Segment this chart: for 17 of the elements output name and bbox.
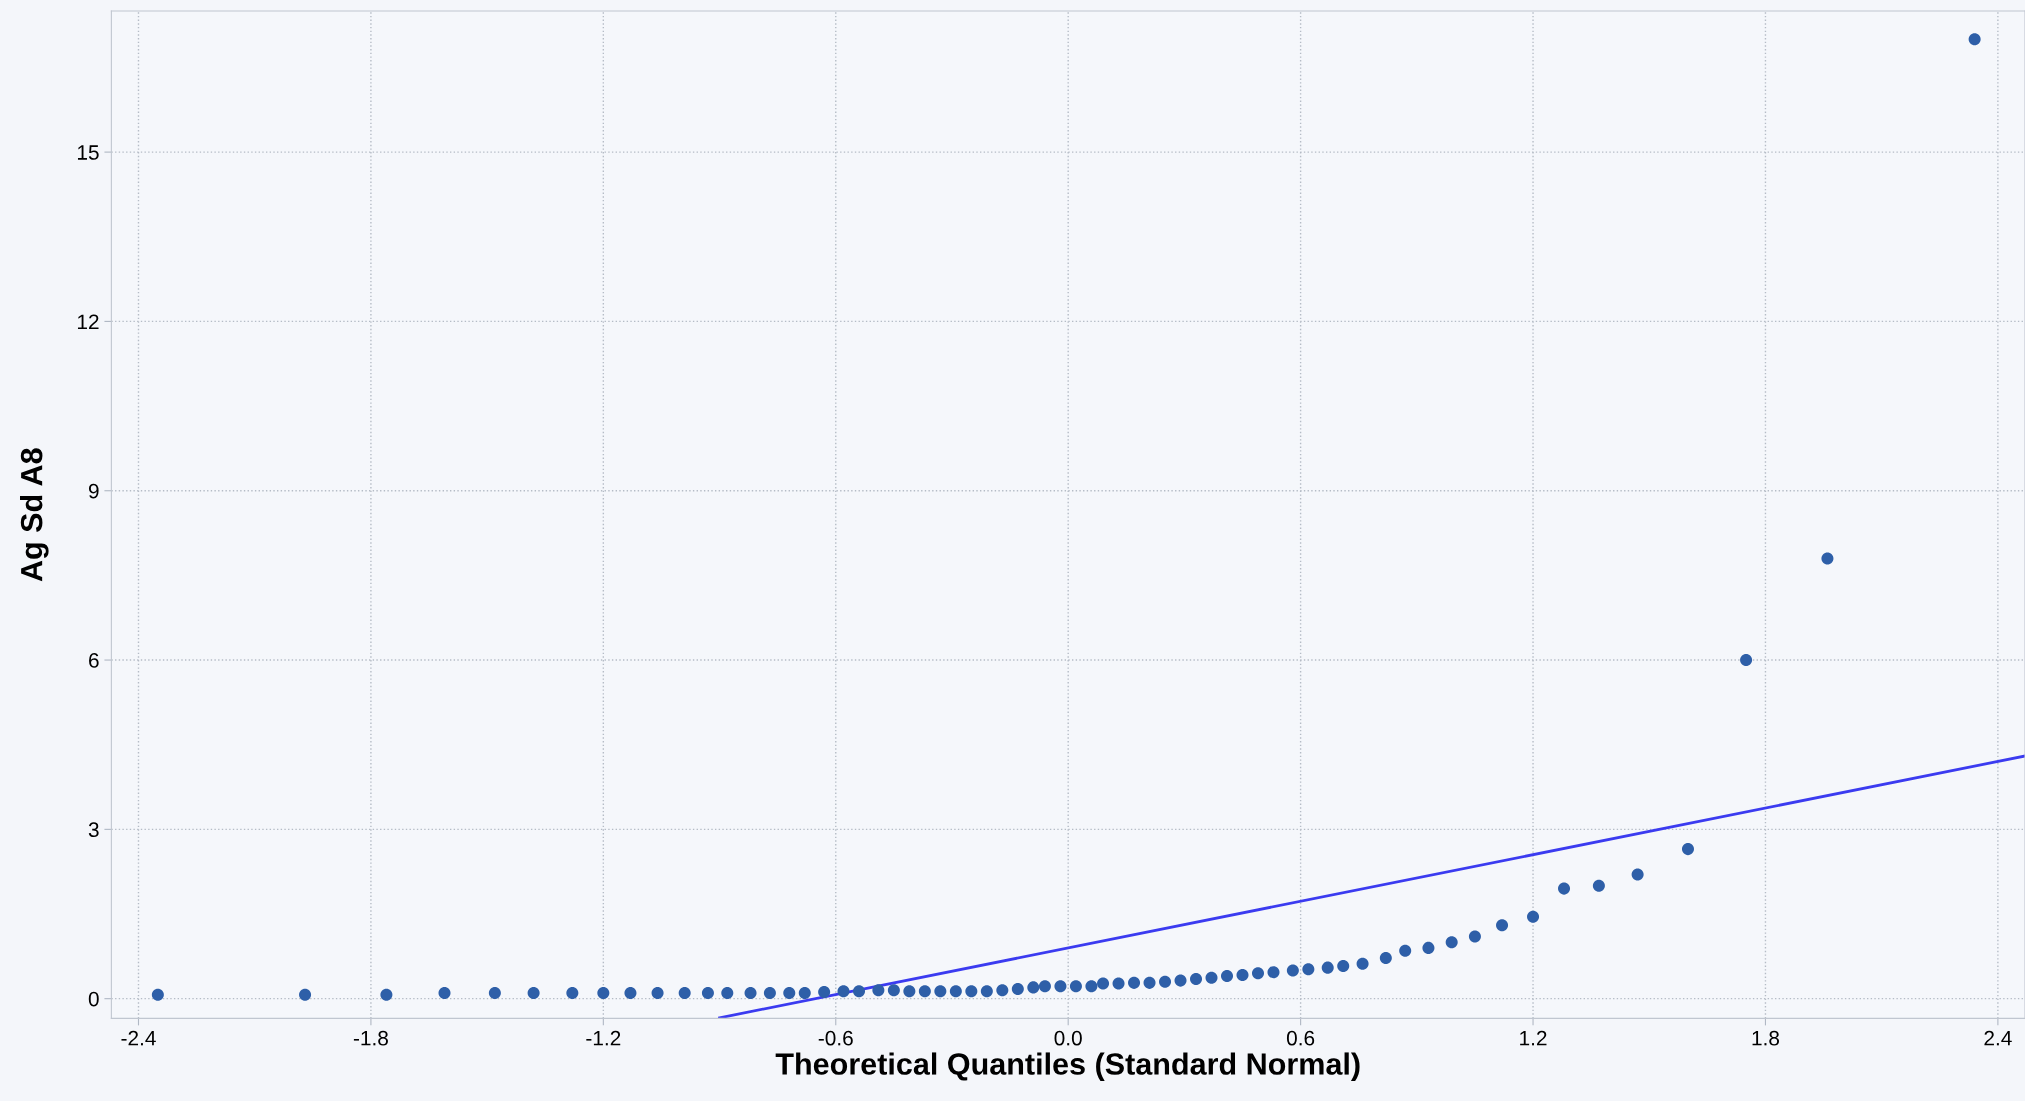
y-tick-label: 0 (88, 991, 99, 1007)
x-tick-label: 1.2 (1520, 1030, 1547, 1046)
x-tick-label: -0.6 (818, 1030, 853, 1046)
x-axis-title: Theoretical Quantiles (Standard Normal) (775, 1052, 1360, 1081)
y-tick-label: 9 (88, 483, 99, 499)
y-axis-title: Ag Sd A8 (20, 448, 49, 582)
x-tick-label: 1.8 (1752, 1030, 1780, 1046)
x-tick-label: 0.0 (1054, 1030, 1082, 1046)
y-tick-label: 6 (89, 653, 99, 668)
y-tick-label: 3 (88, 822, 99, 838)
x-tick-label: -1.8 (353, 1030, 388, 1046)
x-tick-label: 0.6 (1286, 1030, 1315, 1046)
y-tick-label: 12 (77, 314, 99, 329)
x-tick-label: 2.4 (1984, 1030, 2012, 1046)
y-tick-label: 15 (77, 145, 99, 160)
x-tick-label: -2.4 (121, 1030, 156, 1046)
x-tick-label: -1.2 (586, 1030, 621, 1046)
